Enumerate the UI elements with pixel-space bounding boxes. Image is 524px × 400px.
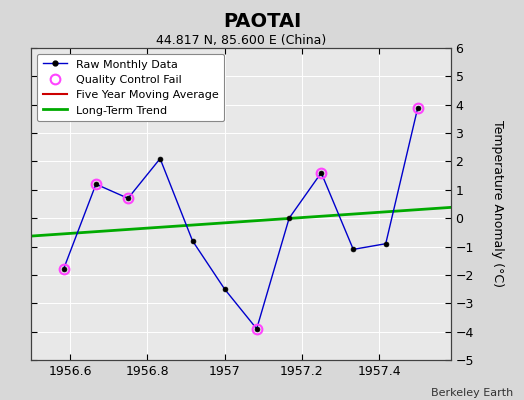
Raw Monthly Data bbox=[125, 196, 131, 201]
Quality Control Fail bbox=[60, 267, 67, 272]
Raw Monthly Data bbox=[318, 170, 324, 175]
Legend: Raw Monthly Data, Quality Control Fail, Five Year Moving Average, Long-Term Tren: Raw Monthly Data, Quality Control Fail, … bbox=[37, 54, 224, 121]
Raw Monthly Data bbox=[189, 238, 195, 243]
Quality Control Fail bbox=[414, 105, 421, 110]
Raw Monthly Data bbox=[157, 156, 163, 161]
Raw Monthly Data bbox=[286, 216, 292, 220]
Line: Quality Control Fail: Quality Control Fail bbox=[59, 103, 423, 334]
Text: Berkeley Earth: Berkeley Earth bbox=[431, 388, 514, 398]
Y-axis label: Temperature Anomaly (°C): Temperature Anomaly (°C) bbox=[490, 120, 504, 288]
Raw Monthly Data bbox=[414, 105, 421, 110]
Line: Raw Monthly Data: Raw Monthly Data bbox=[63, 108, 418, 329]
Raw Monthly Data bbox=[350, 247, 356, 252]
Quality Control Fail bbox=[93, 182, 99, 186]
Title: 44.817 N, 85.600 E (China): 44.817 N, 85.600 E (China) bbox=[156, 34, 326, 47]
Raw Monthly Data bbox=[254, 326, 260, 331]
Raw Monthly Data bbox=[60, 267, 67, 272]
Quality Control Fail bbox=[254, 326, 260, 331]
Raw Monthly Data bbox=[222, 287, 228, 292]
Raw Monthly Data bbox=[93, 182, 99, 186]
Quality Control Fail bbox=[318, 170, 324, 175]
Quality Control Fail bbox=[125, 196, 131, 201]
Raw Monthly Data bbox=[383, 241, 389, 246]
Text: PAOTAI: PAOTAI bbox=[223, 12, 301, 31]
